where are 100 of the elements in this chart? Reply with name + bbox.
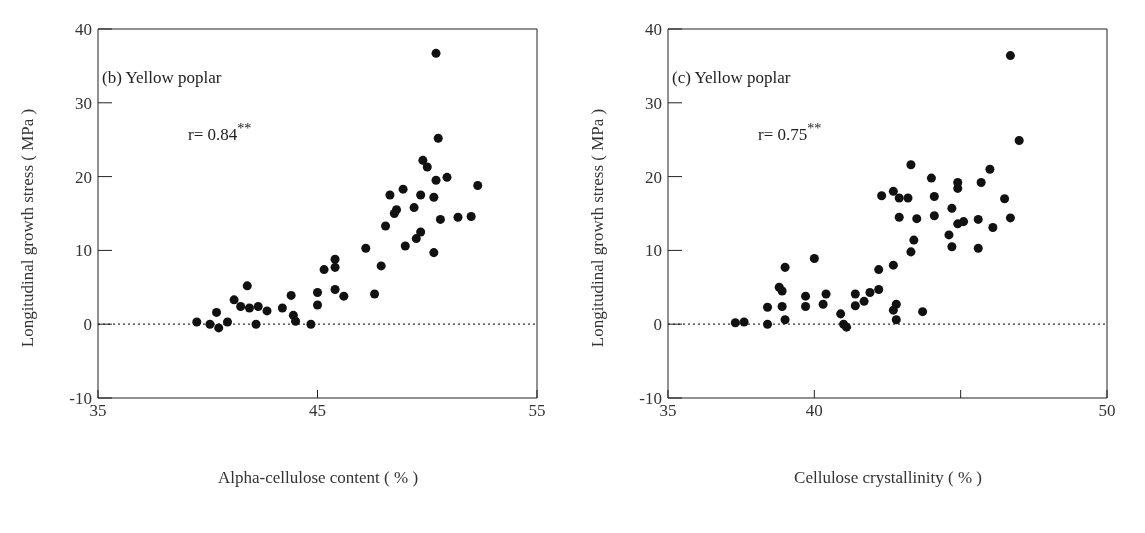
point bbox=[777, 301, 787, 311]
point bbox=[874, 285, 884, 295]
point bbox=[466, 211, 476, 221]
point bbox=[291, 316, 301, 326]
x-tick-label: 55 bbox=[528, 401, 546, 421]
point bbox=[850, 301, 860, 311]
point bbox=[330, 254, 340, 264]
x-tick-label: 45 bbox=[309, 401, 326, 421]
y-tick-label: 20 bbox=[75, 167, 92, 187]
point bbox=[433, 133, 443, 143]
point bbox=[985, 164, 995, 174]
point bbox=[418, 155, 428, 165]
point bbox=[205, 319, 215, 329]
y-tick-label: 40 bbox=[645, 20, 662, 40]
point bbox=[1005, 213, 1015, 223]
point bbox=[888, 186, 898, 196]
point bbox=[909, 235, 919, 245]
point bbox=[1005, 51, 1015, 61]
point bbox=[330, 285, 340, 295]
y-tick-label: 0 bbox=[653, 315, 662, 335]
point bbox=[214, 323, 224, 333]
point bbox=[312, 287, 323, 297]
point bbox=[385, 190, 395, 200]
point bbox=[906, 160, 916, 170]
point bbox=[453, 212, 463, 222]
point bbox=[244, 303, 254, 313]
point bbox=[944, 230, 954, 240]
point bbox=[836, 309, 846, 319]
annotation: (b) Yellow poplar bbox=[102, 68, 222, 88]
y-tick-label: 40 bbox=[75, 20, 92, 40]
point bbox=[780, 262, 790, 272]
point bbox=[777, 286, 787, 296]
point bbox=[976, 178, 986, 188]
point bbox=[339, 291, 349, 301]
point bbox=[192, 317, 202, 327]
point bbox=[888, 305, 898, 315]
point bbox=[891, 315, 901, 325]
point bbox=[801, 291, 811, 301]
annotation: r= 0.84$^{**}$ bbox=[188, 120, 252, 145]
point bbox=[903, 193, 913, 203]
point bbox=[429, 192, 439, 202]
point bbox=[888, 260, 898, 270]
y-axis-title: Longitudinal growth stress ( MPa ) bbox=[18, 107, 38, 350]
point bbox=[422, 162, 432, 172]
point bbox=[429, 248, 439, 258]
point bbox=[370, 289, 380, 299]
point bbox=[319, 265, 329, 275]
point bbox=[973, 214, 983, 224]
point bbox=[877, 191, 887, 201]
point bbox=[947, 203, 957, 213]
point bbox=[435, 214, 445, 224]
y-tick-label: 10 bbox=[645, 241, 662, 261]
point bbox=[730, 318, 740, 328]
point bbox=[801, 301, 811, 311]
annotation: r= 0.75$^{**}$ bbox=[758, 120, 822, 145]
point bbox=[762, 302, 773, 312]
y-axis-title: Longitudinal growth stress ( MPa ) bbox=[588, 107, 608, 350]
point bbox=[894, 193, 904, 203]
point bbox=[242, 281, 252, 291]
point bbox=[473, 180, 483, 190]
point bbox=[818, 299, 828, 309]
point bbox=[416, 190, 426, 200]
point bbox=[251, 319, 261, 329]
point bbox=[929, 192, 939, 202]
point bbox=[865, 287, 875, 297]
point bbox=[306, 319, 316, 329]
point bbox=[416, 227, 426, 237]
point bbox=[262, 306, 272, 316]
point bbox=[1014, 135, 1024, 145]
point bbox=[912, 214, 922, 224]
point bbox=[926, 173, 936, 183]
point bbox=[1000, 194, 1010, 204]
point bbox=[253, 301, 263, 311]
point bbox=[286, 290, 296, 300]
point bbox=[780, 315, 790, 325]
x-axis-title: Alpha-cellulose content ( % ) bbox=[216, 468, 420, 488]
point bbox=[739, 317, 749, 327]
y-tick-label: 0 bbox=[83, 315, 92, 335]
point bbox=[809, 254, 819, 264]
point bbox=[376, 261, 386, 271]
point bbox=[409, 203, 419, 213]
point bbox=[947, 242, 957, 252]
point bbox=[212, 307, 222, 317]
point bbox=[988, 223, 998, 233]
point bbox=[859, 296, 869, 306]
point bbox=[361, 243, 371, 253]
point bbox=[431, 175, 441, 185]
x-tick-label: 50 bbox=[1098, 401, 1116, 421]
point bbox=[929, 211, 939, 221]
point bbox=[330, 262, 340, 272]
point bbox=[222, 317, 233, 327]
point bbox=[277, 303, 287, 313]
point bbox=[312, 300, 323, 310]
point bbox=[411, 234, 421, 244]
point bbox=[959, 217, 969, 227]
point bbox=[762, 319, 773, 329]
point bbox=[236, 301, 246, 311]
point bbox=[442, 172, 452, 182]
point bbox=[229, 295, 239, 305]
point bbox=[392, 205, 402, 215]
